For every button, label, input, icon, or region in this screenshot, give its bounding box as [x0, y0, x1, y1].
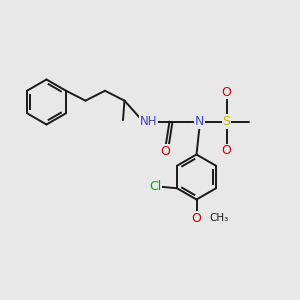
Text: O: O	[222, 144, 231, 158]
Text: Cl: Cl	[149, 180, 161, 193]
Text: O: O	[160, 145, 170, 158]
Text: NH: NH	[140, 115, 157, 128]
Text: O: O	[192, 212, 201, 225]
Text: N: N	[195, 115, 204, 128]
Text: S: S	[223, 115, 230, 128]
Text: O: O	[222, 85, 231, 99]
Text: CH₃: CH₃	[209, 213, 229, 223]
